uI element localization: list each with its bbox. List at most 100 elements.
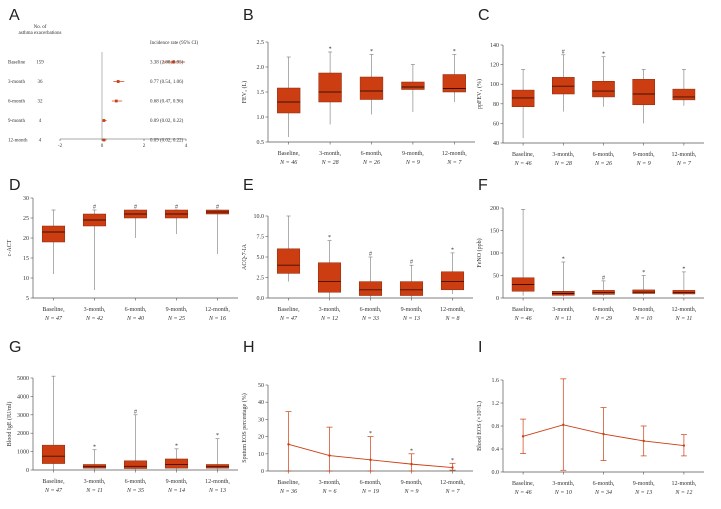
significance-mark: *	[216, 433, 219, 439]
y-tick-label-E: 0.0	[257, 296, 265, 302]
category-label-F: Baseline,	[512, 307, 535, 313]
y-tick-label-G: 2000	[17, 431, 29, 437]
y-tick-label-H: 50	[258, 383, 264, 389]
n-label-D: N = 42	[85, 315, 103, 322]
n-label-E: N = 12	[320, 316, 338, 322]
mean-point	[287, 443, 290, 446]
significance-mark: #	[134, 409, 137, 415]
category-label-D: 9-month,	[166, 307, 188, 313]
category-label-G: 12-month,	[205, 479, 230, 485]
y-tick-label-D: 10	[23, 276, 29, 282]
forest-estimate	[102, 138, 106, 142]
box	[592, 81, 615, 98]
forest-row-count: 159	[36, 61, 44, 66]
y-tick-label-F: 200	[490, 206, 499, 212]
n-label-C: N = 9	[636, 161, 651, 167]
box	[401, 81, 425, 90]
y-tick-label-I: 0.4	[492, 447, 500, 453]
box	[318, 72, 342, 103]
n-label-B: N = 26	[362, 160, 380, 166]
significance-mark: *	[328, 235, 331, 241]
category-label-I: Baseline,	[512, 481, 535, 487]
category-label-G: 3-month,	[84, 479, 106, 485]
n-label-F: N = 46	[514, 315, 532, 322]
y-tick-label-B: 1.5	[257, 90, 265, 96]
category-label-E: Baseline,	[277, 307, 300, 313]
y-tick-label-D: 25	[23, 216, 29, 222]
y-tick-label-H: 30	[258, 417, 264, 423]
box	[442, 74, 466, 93]
y-tick-label-F: 0	[496, 296, 499, 302]
category-label-C: 6-month,	[593, 152, 615, 158]
significance-mark: *	[410, 448, 413, 454]
significance-mark: #	[175, 205, 178, 211]
forest-row-label: 12-month	[8, 139, 28, 144]
n-label-B: N = 7	[446, 160, 462, 166]
y-tick-label-E: 2.5	[257, 276, 265, 282]
forest-row-label: 6-month	[8, 100, 25, 105]
category-label-E: 9-month,	[401, 307, 423, 313]
n-label-G: N = 11	[85, 488, 103, 494]
forest-row-count: 32	[38, 100, 44, 105]
panel-H: 0 10 20 30 40 50 Sputum EOS percentage (%) Base…	[241, 383, 473, 495]
y-tick-label-E: 5.0	[257, 255, 265, 261]
panel-C: 40 60 80 100 120 140 ppFEV₁ (%) Baseline, N = 46…	[476, 43, 704, 167]
y-tick-label-C: 40	[493, 141, 499, 147]
y-tick-label-B: 2.5	[257, 40, 265, 46]
n-label-G: N = 35	[126, 488, 144, 494]
y-tick-label-D: 5	[26, 296, 29, 302]
n-label-D: N = 25	[167, 316, 185, 322]
y-tick-label-C: 60	[493, 121, 499, 127]
forest-row-label: Baseline	[8, 61, 26, 66]
forest-header-count: asthma exacerbations	[19, 31, 62, 36]
y-tick-label-I: 1.6	[492, 378, 500, 384]
category-label-F: 12-month,	[671, 307, 696, 313]
significance-mark: *	[642, 270, 645, 276]
category-label-H: 3-month,	[319, 480, 341, 486]
panel-E: 0.0 2.5 5.0 7.5 10.0 ACQ-7-IA Baseline, N = 47 3…	[242, 214, 473, 322]
box	[123, 460, 148, 469]
significance-mark: *	[453, 49, 456, 55]
category-label-I: 12-month,	[671, 481, 696, 487]
panel-letter-E: E	[243, 177, 254, 194]
forest-x-tick-label: 4	[185, 144, 188, 149]
forest-header-count: No. of	[34, 25, 47, 30]
significance-mark: *	[370, 49, 373, 55]
box	[41, 444, 66, 464]
n-label-I: N = 34	[594, 489, 612, 496]
y-tick-label-E: 7.5	[257, 235, 265, 241]
y-axis-label-E: ACQ-7-IA	[242, 243, 248, 270]
mean-point	[602, 432, 605, 436]
y-tick-label-E: 10.0	[254, 214, 265, 220]
n-label-D: N = 40	[126, 315, 144, 322]
forest-row-count: 4	[39, 119, 42, 124]
y-tick-label-I: 1.2	[492, 401, 500, 407]
forest-row-ci: 0.09 (0.02, 0.22)	[150, 139, 184, 144]
y-tick-label-H: 20	[258, 435, 264, 441]
y-axis-label-I: Blood EOS (×10⁹/L)	[476, 401, 483, 451]
panel-F: 0 50 100 150 200 FeNO (ppb) Baseline, N = 46 3-m…	[476, 206, 704, 322]
forest-estimate	[102, 119, 106, 122]
box	[511, 89, 535, 107]
significance-mark: *	[602, 51, 605, 57]
y-tick-label-B: 2.0	[257, 65, 265, 71]
y-axis-label-G: Blood IgE (IU/ml)	[6, 402, 13, 447]
panel-letter-B: B	[243, 7, 254, 24]
n-label-I: N = 10	[554, 490, 572, 496]
y-axis-label-C: ppFEV₁ (%)	[476, 79, 483, 109]
n-label-C: N = 28	[554, 161, 572, 167]
significance-mark: #	[562, 49, 565, 55]
forest-x-tick-label: 0	[101, 144, 104, 149]
category-label-I: 6-month,	[593, 481, 615, 487]
panel-I: 0.0 0.4 0.8 1.2 1.6 Blood EOS (×10⁹/L) Baselin…	[476, 378, 704, 496]
y-tick-label-G: 4000	[17, 394, 29, 400]
y-tick-label-F: 50	[493, 274, 499, 280]
forest-row-count: 4	[39, 139, 42, 144]
forest-row-ci: 3.38 (2.88, 3.95)	[150, 61, 184, 66]
category-label-D: Baseline,	[42, 307, 65, 313]
forest-estimate	[171, 60, 175, 64]
category-label-C: 9-month,	[633, 152, 655, 158]
significance-mark: *	[451, 458, 454, 464]
category-label-G: 6-month,	[125, 479, 147, 485]
n-label-H: N = 7	[444, 489, 460, 495]
